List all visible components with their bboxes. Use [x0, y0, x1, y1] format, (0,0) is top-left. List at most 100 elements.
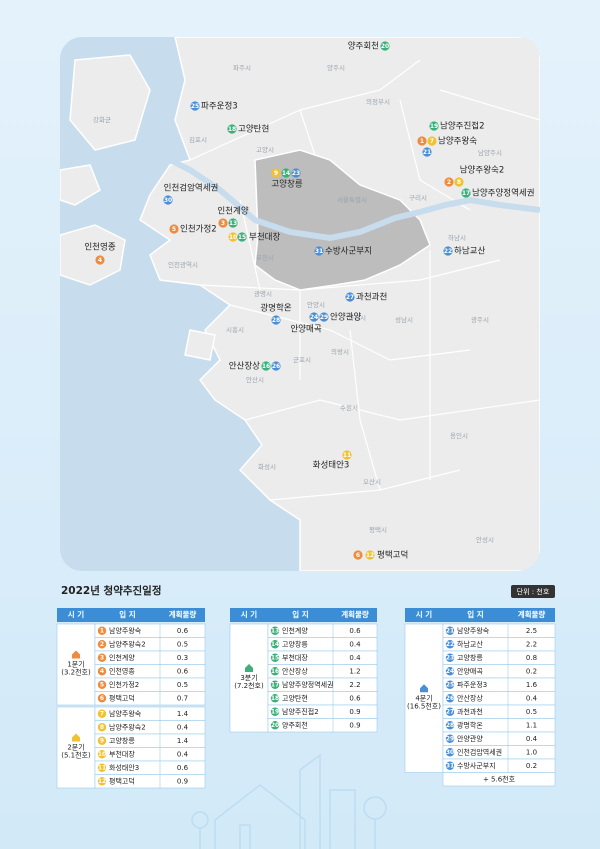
row-number: 7	[100, 711, 104, 718]
row-number: 23	[446, 655, 454, 662]
row-amount: 2.2	[349, 681, 360, 689]
row-amount: 0.7	[177, 694, 188, 702]
region-label: 안양시	[307, 300, 325, 309]
quarter-total: (16.5천호)	[407, 701, 441, 710]
row-bg	[267, 718, 378, 733]
site-number: 22	[444, 248, 452, 255]
site-label: 인천영종	[84, 242, 115, 253]
site-marker	[309, 312, 319, 322]
site-label: 안산장상	[229, 361, 260, 372]
table-header: 계획물량	[169, 609, 197, 619]
site-marker	[169, 224, 179, 234]
row-amount: 0.2	[526, 667, 537, 675]
site-marker	[281, 168, 291, 178]
site-label: 남양주왕숙2	[460, 165, 505, 176]
site-number: 19	[430, 123, 438, 130]
site-number: 26	[272, 363, 280, 370]
table-header: 입 지	[467, 609, 484, 619]
site-number: 15	[238, 234, 246, 241]
site-label: 화성태안3	[313, 460, 350, 471]
site-label: 인천가정2	[180, 224, 217, 235]
region-label: 남양주시	[478, 148, 502, 157]
row-site: 남양주양정역세권	[282, 680, 334, 689]
region-label: 인천광역시	[168, 260, 198, 269]
table-header-bg	[405, 608, 555, 622]
table-header: 시 기	[241, 609, 258, 619]
row-badge	[445, 748, 455, 757]
row-number: 1	[100, 628, 104, 635]
house-icon	[72, 650, 80, 659]
site-marker	[319, 312, 329, 322]
row-badge	[270, 707, 280, 716]
site-marker	[314, 246, 324, 256]
row-badge	[445, 734, 455, 743]
house-icon	[245, 664, 253, 672]
row-site: 평택고덕	[109, 776, 135, 785]
quarter-cell	[56, 623, 96, 706]
row-badge	[270, 721, 280, 730]
row-amount: 0.4	[349, 640, 361, 648]
region-label: 구리시	[409, 193, 427, 202]
row-amount: 0.4	[526, 694, 538, 702]
site-marker	[228, 218, 238, 228]
row-site: 인천영종	[109, 666, 135, 675]
row-site: 남양주왕숙	[109, 626, 142, 635]
site-number: 2	[447, 179, 451, 186]
table-header: 시 기	[416, 609, 433, 619]
row-number: 22	[446, 641, 454, 648]
region-label: 서울특별시	[337, 195, 367, 204]
unit: 단위 : 천호	[517, 587, 550, 596]
region-label: 김포시	[189, 136, 207, 144]
site-marker	[271, 361, 281, 371]
site-marker	[261, 361, 271, 371]
site-number: 18	[228, 126, 236, 133]
row-badge	[97, 653, 107, 662]
row-amount: 1.6	[526, 681, 538, 689]
region-label: 광명시	[254, 289, 272, 298]
site-label: 남양주왕숙	[438, 136, 477, 147]
row-site: 고양창릉	[282, 640, 308, 648]
island	[60, 164, 101, 206]
site-marker	[237, 232, 247, 242]
row-number: 30	[446, 749, 454, 756]
site-marker	[365, 550, 375, 560]
site-label: 안양관양	[330, 312, 361, 323]
quarter-cell	[56, 706, 96, 789]
row-site: 안산장상	[457, 693, 483, 702]
row-site: 화성태안3	[109, 763, 139, 772]
site-marker	[342, 450, 352, 460]
site-marker	[454, 177, 464, 187]
site-label: 안양매곡	[290, 324, 321, 335]
quarter-cell	[229, 623, 269, 733]
row-badge	[97, 763, 107, 772]
row-site: 부천대장	[109, 749, 135, 758]
site-marker	[271, 168, 281, 178]
unit-box	[511, 585, 555, 598]
row-bg	[94, 691, 206, 706]
row-amount: 1.4	[177, 710, 189, 718]
row-number: 10	[98, 751, 106, 758]
row-amount: 1.4	[177, 737, 189, 745]
site-marker	[345, 292, 355, 302]
site-number: 20	[381, 43, 389, 50]
row-badge	[97, 777, 107, 786]
row-number: 18	[271, 695, 279, 702]
island	[184, 329, 216, 361]
region-label: 평택시	[369, 525, 387, 534]
site-number: 28	[272, 317, 280, 324]
site-marker	[218, 218, 228, 228]
row-site: 수방사군부지	[457, 761, 496, 770]
footer-bg	[442, 772, 556, 787]
site-marker	[353, 550, 363, 560]
row-badge	[97, 640, 107, 649]
row-number: 28	[446, 722, 454, 729]
row-badge	[97, 750, 107, 759]
quarter-label: 1분기	[67, 660, 84, 669]
site-number: 14	[282, 170, 290, 177]
row-site: 인천계양	[109, 653, 135, 662]
row-badge	[270, 640, 280, 649]
row-number: 3	[100, 655, 104, 662]
row-amount: 0.3	[177, 654, 188, 662]
row-number: 21	[446, 628, 454, 635]
site-number: 9	[274, 170, 278, 177]
